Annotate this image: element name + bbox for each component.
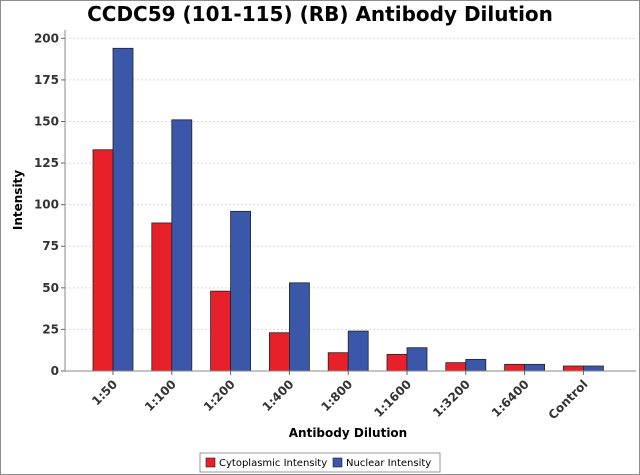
x-tick-label: 1:200 [201,377,238,414]
gridlines [65,37,636,330]
legend: Cytoplasmic Intensity Nuclear Intensity [199,452,441,473]
bar-cytoplasmic [504,363,526,372]
legend-label-cytoplasmic: Cytoplasmic Intensity [219,458,327,469]
y-tick-label: 200 [34,31,59,45]
axes [61,30,636,375]
bar-cytoplasmic [386,353,408,372]
y-tick-label: 50 [42,281,59,295]
x-tick-labels: 1:50 1:100 1:200 1:400 1:800 1:1600 1:3200 1:64… [89,377,590,422]
bars-group [92,47,604,372]
x-tick-label: 1:800 [318,377,355,414]
x-tick-label: 1:100 [142,377,179,414]
bar-cytoplasmic [151,222,173,372]
legend-swatch-nuclear [332,457,343,468]
y-tick-labels: 0 25 50 75 100 125 150 175 200 [34,31,59,378]
bar-nuclear [171,119,193,372]
legend-swatch-cytoplasmic [205,457,216,468]
y-tick-label: 75 [42,239,59,253]
bar-cytoplasmic [210,290,232,372]
chart-title: CCDC59 (101-115) (RB) Antibody Dilution [87,2,553,26]
x-tick-label: 1:1600 [371,377,414,420]
bar-nuclear [524,363,545,372]
bar-cytoplasmic [445,362,467,372]
bar-nuclear [230,210,252,372]
y-tick-label: 0 [51,364,59,378]
bar-cytoplasmic [327,352,349,372]
y-tick-label: 175 [34,73,59,87]
y-tick-label: 25 [42,322,59,336]
bar-cytoplasmic [268,332,290,372]
bar-nuclear [112,47,134,372]
x-axis-label: Antibody Dilution [289,426,407,440]
legend-label-nuclear: Nuclear Intensity [346,458,431,469]
bar-nuclear [406,347,428,372]
bar-nuclear [465,358,487,372]
bar-cytoplasmic [563,365,584,372]
x-tick-label: Control [546,377,591,422]
x-tick-label: 1:50 [89,377,120,408]
bar-nuclear [347,330,369,372]
bar-nuclear [583,365,604,372]
y-tick-label: 100 [34,198,59,212]
x-tick-label: 1:400 [260,377,297,414]
legend-box [199,452,441,473]
x-tick-label: 1:6400 [489,377,532,420]
y-tick-label: 125 [34,156,59,170]
x-tick-label: 1:3200 [430,377,473,420]
bar-cytoplasmic [92,149,114,372]
y-tick-label: 150 [34,114,59,128]
bar-nuclear [288,282,310,372]
y-axis-label: Intensity [11,170,25,230]
